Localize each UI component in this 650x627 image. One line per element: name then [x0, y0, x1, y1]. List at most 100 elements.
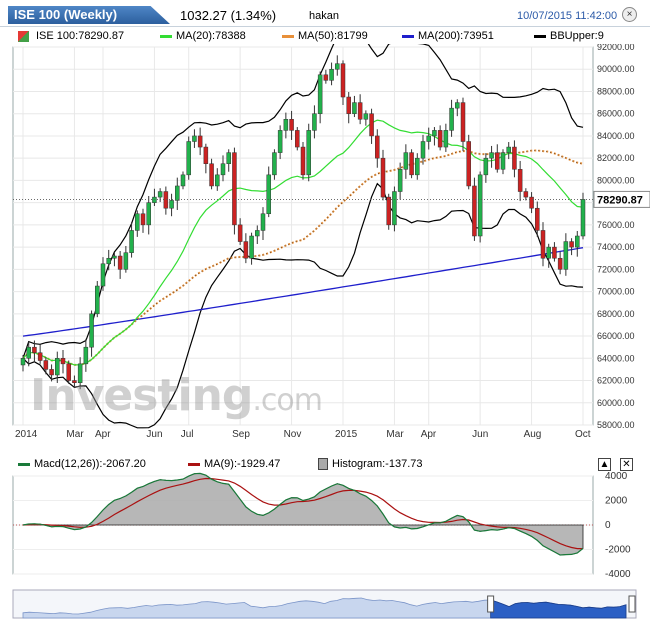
macd-y-tick-label: 2000 [605, 496, 628, 507]
legend-last: ISE 100:78290.87 [36, 30, 125, 42]
y-tick-label: 64000.00 [597, 353, 635, 363]
x-tick-label: Jul [181, 429, 194, 440]
candle-body [157, 191, 163, 198]
instrument-title[interactable]: ISE 100 (Weekly) [8, 6, 170, 24]
main-legend: ISE 100:78290.87 MA(20):78388 MA(50):817… [0, 28, 650, 44]
candle-body [140, 213, 146, 226]
legend-macd: Macd(12,26)):-2067.20 [18, 458, 146, 470]
x-tick-label: Jun [146, 429, 162, 440]
candle-body [420, 141, 426, 159]
y-tick-label: 60000.00 [597, 398, 635, 408]
macd-chart[interactable]: -4000 -2000 0 2000 4000 [0, 452, 650, 582]
legend-ma50: MA(50):81799 [282, 30, 368, 42]
histogram-swatch [318, 458, 328, 471]
candle-body [397, 169, 403, 192]
y-tick-label: 84000.00 [597, 131, 635, 141]
close-chart-button[interactable]: × [622, 7, 637, 22]
candle-body [72, 380, 77, 384]
candle-body [32, 346, 37, 353]
navigator-handle-left[interactable] [487, 595, 495, 613]
candle-body [83, 346, 89, 365]
candle-body [352, 102, 357, 114]
candle-body [346, 96, 351, 114]
candle-body [517, 169, 523, 192]
legend-histogram-text: Histogram:-137.73 [332, 458, 423, 470]
candle-body [535, 207, 540, 231]
candle-body [500, 152, 506, 170]
candle-body [437, 130, 443, 148]
plot-area [12, 46, 594, 426]
watermark-main: Investing [30, 370, 253, 421]
y-tick-label: 72000.00 [597, 264, 635, 274]
candle-body [323, 74, 329, 81]
candle-body [340, 63, 346, 98]
candle-body [152, 196, 157, 203]
x-tick-label: Mar [386, 429, 404, 440]
close-indicator-button[interactable]: ✕ [620, 458, 633, 471]
ma200-swatch [402, 34, 414, 38]
y-tick-label: 58000.00 [597, 420, 635, 430]
candle-body [146, 202, 151, 226]
candle-body [135, 213, 140, 231]
legend-bbupper-text: BBUpper:9 [550, 30, 604, 42]
user-name: hakan [309, 10, 339, 22]
macd-y-tick-label: -4000 [605, 569, 631, 580]
candle-body [455, 102, 460, 109]
x-tick-label: Apr [95, 429, 111, 440]
candle-body [77, 363, 83, 384]
y-tick-label: 88000.00 [597, 86, 635, 96]
legend-ma200: MA(200):73951 [402, 30, 494, 42]
y-tick-label: 80000.00 [597, 175, 635, 185]
candle-body [460, 102, 466, 142]
candle-body [472, 185, 477, 237]
candle-body [386, 196, 391, 226]
ma200-line [22, 247, 584, 337]
candle-body [563, 241, 569, 270]
candle-body [266, 174, 271, 215]
maximize-indicator-button[interactable]: ▲ [598, 458, 611, 471]
candle-body [495, 152, 500, 170]
legend-ma9: MA(9):-1929.47 [188, 458, 280, 470]
candle-body [529, 196, 534, 209]
candle-body [357, 102, 363, 120]
chart-header: ISE 100 (Weekly) 1032.27 (1.34%) hakan 1… [0, 0, 650, 27]
candle-body [43, 360, 49, 370]
candle-body [363, 113, 369, 120]
candle-body [175, 185, 180, 201]
candle-body [312, 113, 317, 131]
x-tick-label: Jun [472, 429, 488, 440]
price-chart[interactable]: 58000.00 60000.00 62000.00 64000.00 66000.00… [0, 44, 650, 444]
candle-body [380, 157, 386, 198]
candle-body [129, 230, 134, 253]
y-tick-label: 86000.00 [597, 109, 635, 119]
instrument-flag-icon [18, 31, 29, 42]
candle-body [49, 369, 54, 376]
timestamp: 10/07/2015 11:42:00 [517, 10, 618, 22]
x-tick-label: 2015 [335, 429, 358, 440]
last-value-label: 78290.87 [597, 194, 643, 206]
candle-body [335, 63, 340, 70]
candle-body [243, 241, 249, 259]
y-tick-label: 82000.00 [597, 153, 635, 163]
candle-body [443, 130, 449, 148]
candle-body [272, 152, 277, 176]
candle-body [557, 257, 563, 270]
candle-body [283, 119, 289, 131]
candle-body [546, 246, 551, 259]
last-value-box [593, 190, 650, 208]
candle-body [329, 68, 334, 81]
candle-body [426, 135, 431, 142]
ma20-swatch [160, 34, 172, 38]
candle-body [232, 152, 237, 226]
candle-body [186, 141, 191, 176]
candle-body [66, 363, 71, 381]
candle-body [55, 358, 60, 376]
watermark-suffix: .com [252, 383, 323, 418]
candle-body [449, 107, 454, 131]
candle-body [203, 146, 209, 164]
candle-body [180, 174, 186, 187]
navigator-handle-right[interactable] [628, 595, 636, 613]
macd-line [22, 472, 584, 556]
navigator-chart[interactable] [0, 586, 650, 622]
candle-body [106, 257, 111, 265]
